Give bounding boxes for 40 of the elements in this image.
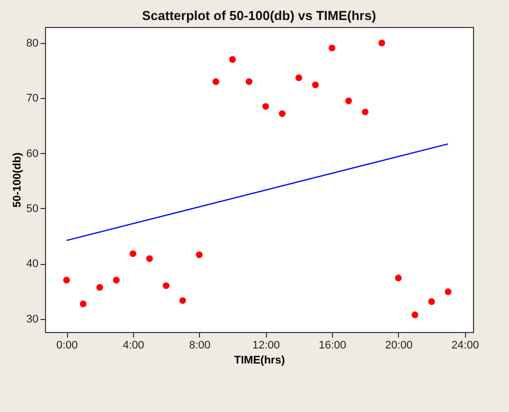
x-tick-label: 4:00 — [122, 340, 144, 352]
point — [63, 276, 70, 284]
point — [96, 284, 104, 291]
point — [444, 288, 452, 296]
x-tick-label: 12:00 — [252, 340, 280, 352]
point — [312, 82, 319, 88]
y-tick-label: 80 — [26, 37, 38, 50]
y-tick-label: 60 — [26, 148, 38, 160]
point — [328, 44, 336, 52]
point — [130, 250, 136, 258]
point — [196, 251, 203, 258]
x-tick-label: 0:00 — [56, 340, 78, 352]
point — [278, 110, 286, 117]
point — [112, 276, 120, 284]
y-tick-label: 70 — [26, 92, 38, 105]
point — [412, 312, 418, 318]
point — [262, 103, 269, 110]
point — [345, 98, 352, 104]
y-axis-title: 50-100(db) — [11, 152, 24, 208]
x-tick-label: 24:00 — [451, 340, 479, 352]
point — [229, 56, 236, 63]
point — [212, 78, 220, 85]
point — [295, 74, 302, 82]
x-tick-label: 8:00 — [189, 340, 210, 352]
y-tick-label: 50 — [26, 202, 38, 215]
point — [394, 274, 402, 282]
point — [179, 297, 186, 304]
y-tick-label: 40 — [26, 258, 38, 270]
point — [362, 108, 369, 116]
point — [80, 300, 87, 308]
x-tick-label: 16:00 — [318, 340, 346, 352]
point — [146, 255, 153, 262]
point — [378, 40, 386, 46]
point — [162, 282, 170, 290]
chart-title: Scatterplot of 50-100(db) vs TIME(hrs) — [142, 8, 376, 23]
x-axis-title: TIME(hrs) — [234, 354, 286, 366]
point — [428, 298, 435, 306]
x-tick-label: 20:00 — [385, 340, 413, 352]
point — [246, 78, 252, 85]
y-tick-label: 30 — [26, 313, 38, 326]
